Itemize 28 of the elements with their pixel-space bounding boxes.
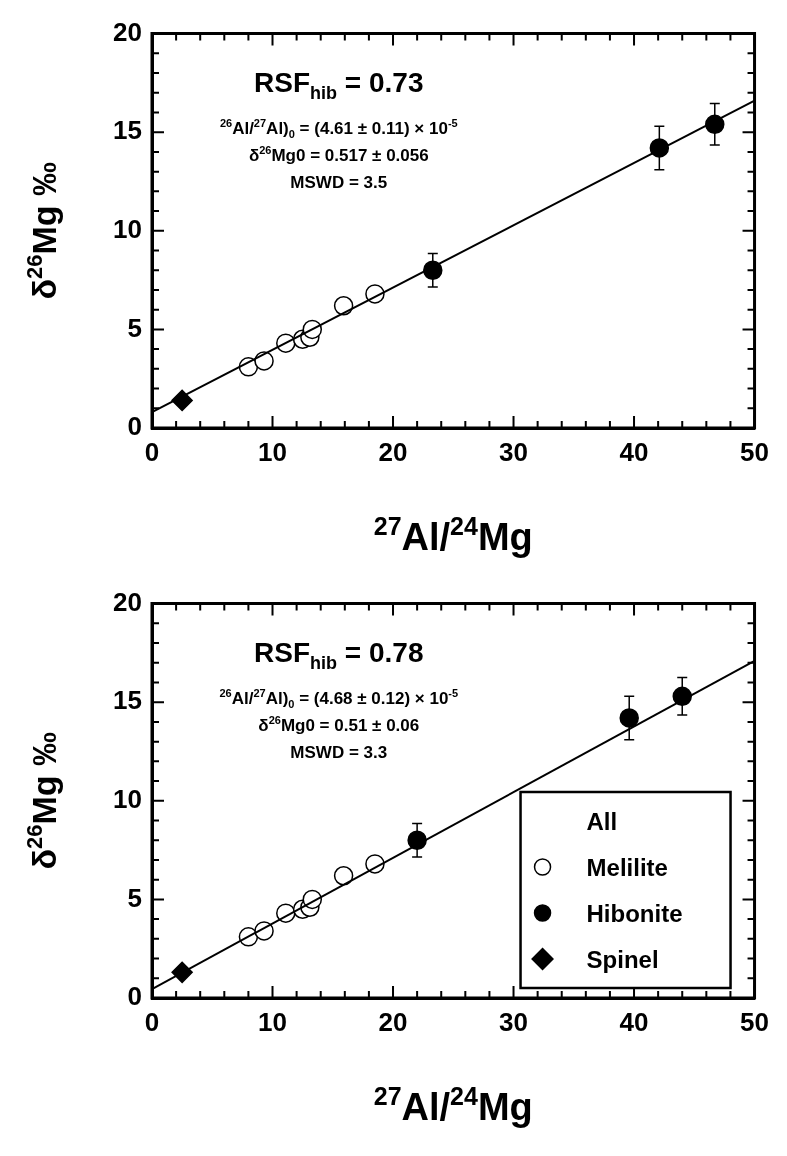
- x-tick-label: 10: [258, 1006, 287, 1037]
- y-tick-label: 15: [113, 685, 142, 716]
- y-tick-label: 10: [113, 783, 142, 814]
- x-tick-label: 30: [499, 436, 528, 467]
- x-tick-label: 50: [740, 1006, 769, 1037]
- y-tick-label: 20: [113, 586, 142, 617]
- y-tick-label: 0: [127, 411, 142, 442]
- x-tick-label: 40: [619, 1006, 649, 1037]
- y-axis-title: δ26Mg ‰: [22, 731, 63, 870]
- x-tick-label: 20: [378, 1006, 408, 1037]
- x-tick-label: 50: [740, 436, 769, 467]
- y-tick-label: 20: [113, 16, 142, 47]
- legend-label: Melilite: [586, 854, 668, 881]
- y-axis-title: δ26Mg ‰: [22, 161, 63, 300]
- annotation: MSWD = 3.3: [290, 742, 388, 762]
- annotation: MSWD = 3.5: [290, 172, 388, 192]
- x-tick-label: 20: [378, 436, 408, 467]
- x-tick-label: 10: [258, 436, 287, 467]
- y-tick-label: 5: [127, 882, 142, 913]
- legend-label: Spinel: [586, 946, 659, 973]
- legend-label: Hibonite: [586, 900, 683, 927]
- y-tick-label: 0: [127, 981, 142, 1012]
- x-tick-label: 40: [619, 436, 649, 467]
- y-tick-label: 10: [113, 213, 142, 244]
- y-tick-label: 5: [127, 312, 142, 343]
- y-tick-label: 15: [113, 115, 142, 146]
- x-tick-label: 30: [499, 1006, 528, 1037]
- legend-title: All: [586, 808, 618, 835]
